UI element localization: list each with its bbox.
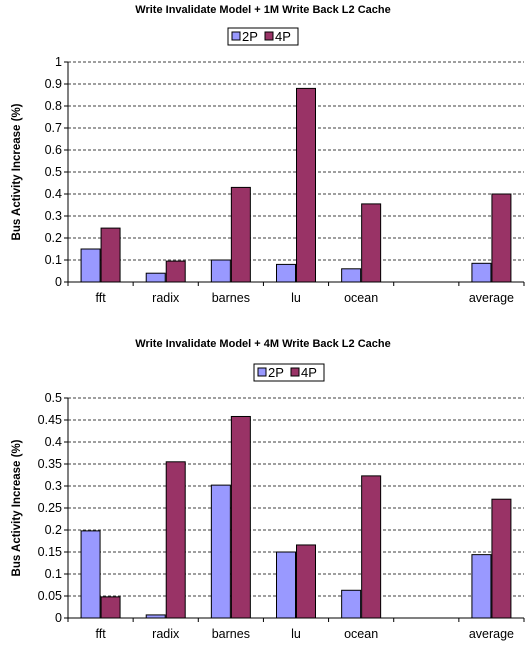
legend-swatch-2P [258,368,266,376]
y-tick-label: 0.4 [45,187,62,201]
y-tick-label: 0.4 [45,435,62,449]
y-tick-label: 0.6 [45,143,62,157]
y-tick-label: 0.05 [38,589,62,603]
x-tick-label: lu [291,291,301,305]
y-tick-label: 0 [55,275,62,289]
legend: 2P 4P [228,28,298,45]
x-tick-label: fft [95,291,106,305]
x-tick-label: ocean [344,291,378,305]
y-tick-label: 0 [55,611,62,625]
y-tick-label: 0.35 [38,457,62,471]
bar-2P-barnes [211,260,230,282]
chart-1: Write Invalidate Model + 1M Write Back L… [11,4,524,305]
bar-2P-lu [277,552,296,618]
y-axis-label: Bus Activity Increase (%) [11,103,23,240]
y-tick-label: 0.7 [45,121,62,135]
bar-4P-average [492,499,511,618]
bar-4P-lu [297,88,316,282]
bar-4P-barnes [231,416,250,618]
legend-label-4P: 4P [301,365,317,380]
y-tick-label: 1 [55,55,62,69]
legend-label-2P: 2P [268,365,284,380]
y-tick-label: 0.2 [45,231,62,245]
legend-label-4P: 4P [275,29,291,44]
y-axis-label: Bus Activity Increase (%) [11,439,23,576]
bar-2P-ocean [342,269,361,282]
y-tick-label: 0.5 [45,391,62,405]
y-tick-label: 0.5 [45,165,62,179]
bar-4P-radix [166,261,185,282]
bar-2P-fft [81,249,100,282]
bar-4P-ocean [362,204,381,282]
bar-4P-ocean [362,476,381,618]
bar-2P-barnes [211,485,230,618]
x-tick-label: barnes [212,627,250,641]
bar-4P-barnes [231,187,250,282]
x-tick-label: radix [152,291,180,305]
bar-2P-fft [81,531,100,618]
bar-4P-lu [297,545,316,618]
y-tick-label: 0.15 [38,545,62,559]
bar-4P-fft [101,597,120,618]
bar-2P-average [472,263,491,282]
legend-swatch-2P [232,32,240,40]
chart-2: Write Invalidate Model + 4M Write Back L… [11,338,524,641]
legend-swatch-4P [265,32,273,40]
y-tick-label: 0.9 [45,77,62,91]
y-tick-label: 0.3 [45,479,62,493]
bar-2P-ocean [342,590,361,618]
x-tick-label: ocean [344,627,378,641]
bar-2P-average [472,555,491,618]
legend-swatch-4P [291,368,299,376]
y-tick-label: 0.1 [45,253,62,267]
bar-2P-radix [146,615,165,618]
chart-title: Write Invalidate Model + 1M Write Back L… [135,4,390,16]
bar-4P-fft [101,228,120,282]
y-tick-label: 0.1 [45,567,62,581]
y-tick-label: 0.3 [45,209,62,223]
y-tick-label: 0.45 [38,413,62,427]
x-tick-label: barnes [212,291,250,305]
bar-2P-lu [277,264,296,282]
x-tick-label: average [469,291,514,305]
legend-label-2P: 2P [242,29,258,44]
y-tick-label: 0.25 [38,501,62,515]
x-tick-label: radix [152,627,180,641]
bar-4P-average [492,194,511,282]
legend: 2P 4P [254,364,324,381]
chart-title: Write Invalidate Model + 4M Write Back L… [135,338,390,350]
bar-4P-radix [166,462,185,618]
y-tick-label: 0.2 [45,523,62,537]
y-tick-label: 0.8 [45,99,62,113]
x-tick-label: fft [95,627,106,641]
bar-2P-radix [146,273,165,282]
x-tick-label: average [469,627,514,641]
x-tick-label: lu [291,627,301,641]
